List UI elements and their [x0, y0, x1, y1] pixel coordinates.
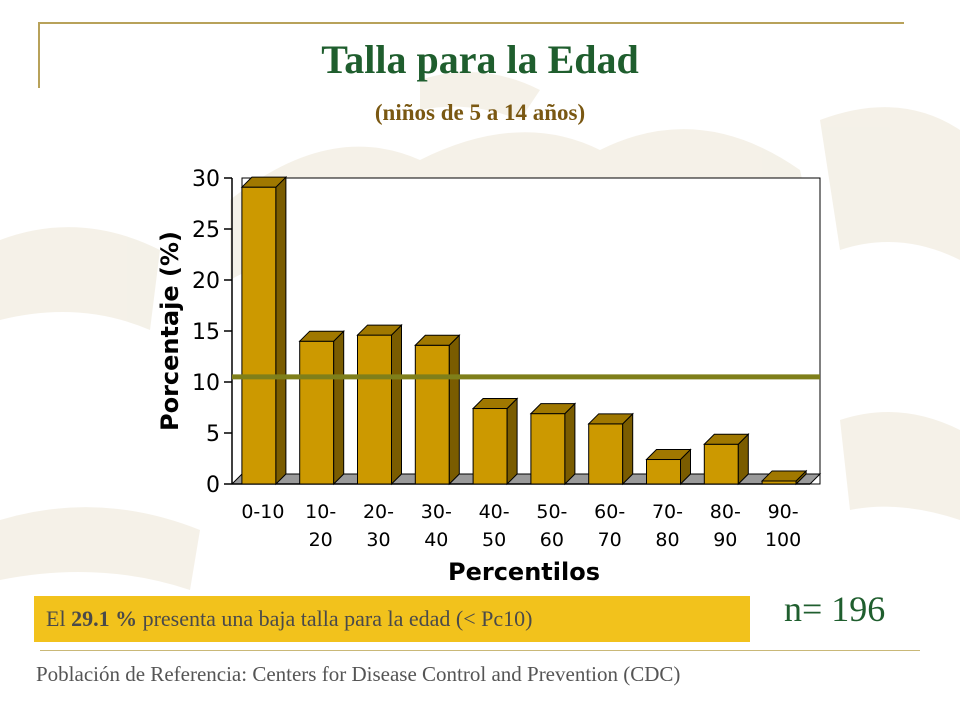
- callout-highlight: 29.1 %: [71, 606, 138, 631]
- bar-side: [564, 402, 576, 486]
- bar-top: [356, 324, 403, 336]
- bar: [241, 186, 277, 485]
- bar-top: [587, 413, 634, 425]
- x-tick-label: 40-: [479, 501, 510, 523]
- bar: [530, 413, 566, 485]
- bar: [357, 334, 392, 485]
- bar-side: [622, 412, 634, 486]
- bar-side: [506, 397, 518, 486]
- sample-size-label: n= 196: [784, 589, 886, 629]
- slide-subtitle: (niños de 5 a 14 años): [374, 100, 586, 125]
- bar: [414, 344, 450, 485]
- x-tick-label: 0-10: [241, 501, 284, 523]
- y-axis-label: Porcentaje (%): [156, 231, 184, 431]
- x-tick-label: 90: [713, 529, 737, 551]
- bar: [299, 340, 335, 485]
- bar-top: [703, 433, 750, 445]
- y-tick-label: 5: [206, 422, 220, 447]
- bar: [588, 423, 624, 485]
- y-tick-label: 30: [192, 167, 220, 192]
- x-tick-label: 90-: [768, 501, 799, 523]
- bar-top: [414, 334, 461, 346]
- x-tick-label: 20: [309, 529, 333, 551]
- frame-top-rule: [38, 22, 904, 24]
- bar-top: [471, 398, 519, 410]
- x-tick-label: 20-: [363, 501, 394, 523]
- callout-box: El 29.1 % presenta una baja talla para l…: [34, 596, 750, 642]
- x-tick-label: 80-: [710, 501, 741, 523]
- x-tick-label: 40: [424, 529, 448, 551]
- x-tick-label: 70: [598, 529, 622, 551]
- x-tick-label: 60-: [594, 501, 625, 523]
- x-tick-label: 10-: [305, 501, 336, 523]
- x-tick-label: 50-: [536, 501, 567, 523]
- y-tick-label: 10: [192, 371, 220, 396]
- y-tick-label: 15: [192, 320, 220, 345]
- reference-footer: Población de Referencia: Centers for Dis…: [36, 662, 681, 686]
- bar-side: [448, 334, 460, 486]
- bar: [646, 459, 681, 485]
- y-tick-label: 20: [192, 269, 220, 294]
- x-tick-label: 60: [540, 529, 564, 551]
- x-tick-label: 50: [482, 529, 506, 551]
- bar-top: [529, 403, 577, 415]
- bar: [472, 408, 508, 485]
- x-tick-label: 80: [655, 529, 679, 551]
- bar-top: [240, 176, 288, 188]
- frame-bottom-rule: [40, 650, 920, 651]
- bar-side: [391, 323, 402, 486]
- bar-top: [298, 330, 345, 342]
- x-tick-label: 30: [366, 529, 390, 551]
- callout-suffix: presenta una baja talla para la edad (< …: [137, 606, 533, 631]
- bar-top: [760, 470, 808, 482]
- x-tick-label: 70-: [652, 501, 683, 523]
- callout-prefix: El: [46, 606, 72, 631]
- bar-top: [645, 449, 692, 461]
- bar-side: [333, 329, 345, 486]
- x-axis-label: Percentilos: [448, 558, 600, 586]
- y-tick-label: 0: [206, 473, 220, 498]
- x-tick-label: 30-: [421, 501, 452, 523]
- x-tick-label: 100: [765, 529, 801, 551]
- y-tick-label: 25: [192, 218, 220, 243]
- bar: [703, 443, 739, 485]
- bar-side: [275, 175, 287, 486]
- frame-left-rule: [38, 22, 40, 88]
- slide-title: Talla para la Edad: [321, 37, 639, 82]
